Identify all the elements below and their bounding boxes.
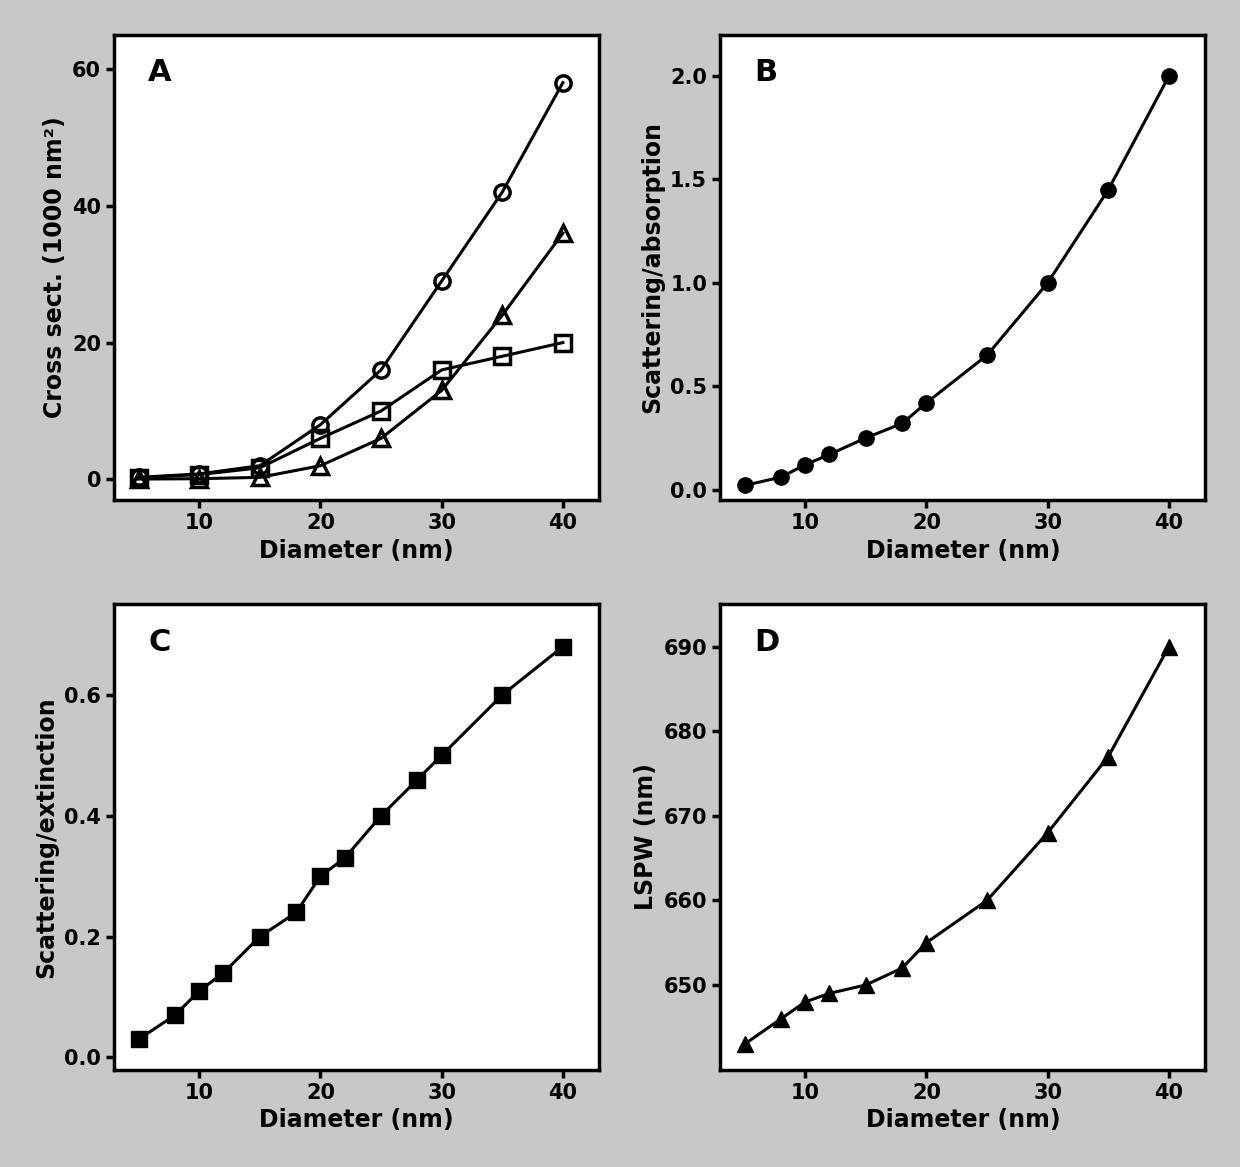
Y-axis label: Cross sect. (1000 nm²): Cross sect. (1000 nm²) (42, 117, 67, 418)
Y-axis label: LSPW (nm): LSPW (nm) (634, 763, 658, 910)
X-axis label: Diameter (nm): Diameter (nm) (259, 1109, 454, 1132)
X-axis label: Diameter (nm): Diameter (nm) (259, 539, 454, 562)
Text: A: A (149, 58, 172, 88)
Text: D: D (754, 628, 780, 657)
Y-axis label: Scattering/extinction: Scattering/extinction (35, 697, 58, 978)
Text: C: C (149, 628, 171, 657)
X-axis label: Diameter (nm): Diameter (nm) (866, 539, 1060, 562)
X-axis label: Diameter (nm): Diameter (nm) (866, 1109, 1060, 1132)
Y-axis label: Scattering/absorption: Scattering/absorption (641, 121, 665, 413)
Text: B: B (754, 58, 777, 88)
